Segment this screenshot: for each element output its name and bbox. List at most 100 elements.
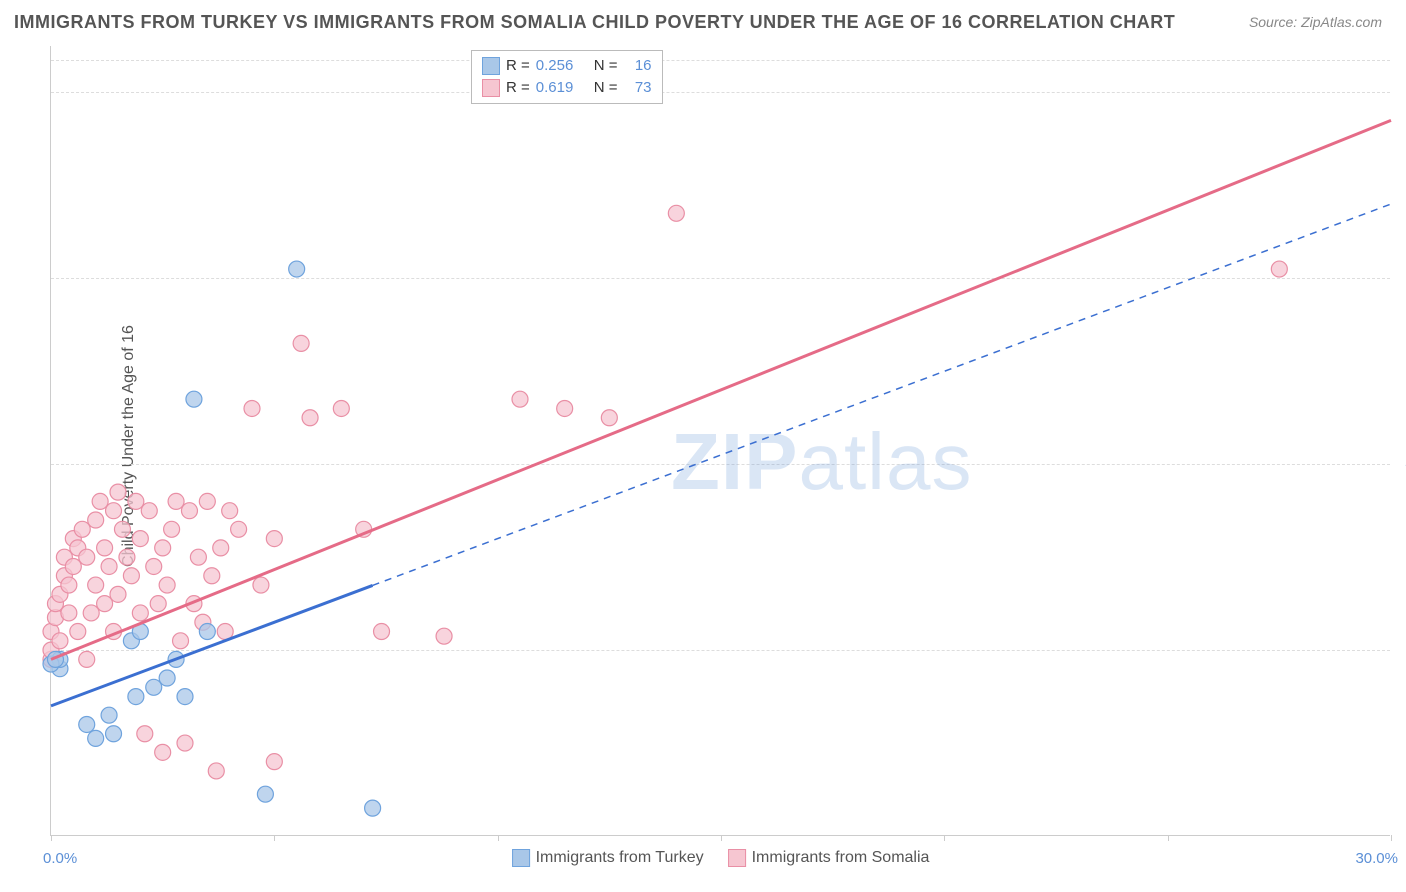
scatter-point (83, 605, 99, 621)
scatter-point (159, 670, 175, 686)
scatter-point (208, 763, 224, 779)
r-label: R = (506, 77, 530, 99)
scatter-point (79, 716, 95, 732)
scatter-point (177, 735, 193, 751)
r-label: R = (506, 55, 530, 77)
scatter-point (199, 493, 215, 509)
scatter-point (159, 577, 175, 593)
scatter-point (97, 596, 113, 612)
scatter-point (204, 568, 220, 584)
scatter-point (186, 391, 202, 407)
scatter-svg (51, 46, 1390, 835)
plot-area: 20.0%40.0%60.0%80.0% ZIPatlas R = 0.256 … (50, 46, 1390, 836)
regression-line (51, 120, 1391, 659)
scatter-point (106, 503, 122, 519)
scatter-point (190, 549, 206, 565)
scatter-point (244, 400, 260, 416)
scatter-point (168, 493, 184, 509)
stats-legend-row-somalia: R = 0.619 N = 73 (482, 77, 652, 99)
scatter-point (150, 596, 166, 612)
scatter-point (61, 605, 77, 621)
scatter-point (213, 540, 229, 556)
scatter-point (101, 707, 117, 723)
scatter-point (374, 624, 390, 640)
scatter-point (668, 205, 684, 221)
swatch-turkey-icon (482, 57, 500, 75)
scatter-point (70, 624, 86, 640)
chart-title: IMMIGRANTS FROM TURKEY VS IMMIGRANTS FRO… (14, 12, 1175, 33)
x-tick (498, 835, 499, 841)
scatter-point (155, 540, 171, 556)
x-tick (944, 835, 945, 841)
swatch-somalia-icon (728, 849, 746, 867)
scatter-point (88, 730, 104, 746)
scatter-point (110, 484, 126, 500)
scatter-point (141, 503, 157, 519)
legend-label-somalia: Immigrants from Somalia (752, 849, 930, 867)
scatter-point (155, 744, 171, 760)
scatter-point (88, 577, 104, 593)
scatter-point (512, 391, 528, 407)
x-tick (274, 835, 275, 841)
scatter-point (199, 624, 215, 640)
legend-label-turkey: Immigrants from Turkey (536, 849, 704, 867)
scatter-point (119, 549, 135, 565)
bottom-legend: Immigrants from Turkey Immigrants from S… (512, 849, 930, 867)
scatter-point (289, 261, 305, 277)
n-value-somalia: 73 (624, 77, 652, 99)
scatter-point (88, 512, 104, 528)
scatter-point (181, 503, 197, 519)
swatch-somalia-icon (482, 79, 500, 97)
scatter-point (123, 568, 139, 584)
scatter-point (173, 633, 189, 649)
x-tick (1168, 835, 1169, 841)
scatter-point (253, 577, 269, 593)
x-tick (721, 835, 722, 841)
scatter-point (293, 335, 309, 351)
scatter-point (333, 400, 349, 416)
scatter-point (74, 521, 90, 537)
scatter-point (146, 558, 162, 574)
scatter-point (106, 726, 122, 742)
scatter-point (97, 540, 113, 556)
scatter-point (114, 521, 130, 537)
scatter-point (601, 410, 617, 426)
scatter-point (61, 577, 77, 593)
scatter-point (110, 586, 126, 602)
n-label: N = (594, 77, 618, 99)
scatter-point (257, 786, 273, 802)
r-value-somalia: 0.619 (536, 77, 588, 99)
scatter-point (436, 628, 452, 644)
stats-legend-row-turkey: R = 0.256 N = 16 (482, 55, 652, 77)
scatter-point (92, 493, 108, 509)
scatter-point (266, 754, 282, 770)
scatter-point (146, 679, 162, 695)
scatter-point (266, 531, 282, 547)
scatter-point (222, 503, 238, 519)
x-tick (51, 835, 52, 841)
scatter-point (132, 605, 148, 621)
scatter-point (302, 410, 318, 426)
x-tick-label-max: 30.0% (1355, 850, 1398, 867)
r-value-turkey: 0.256 (536, 55, 588, 77)
stats-legend: R = 0.256 N = 16 R = 0.619 N = 73 (471, 50, 663, 104)
scatter-point (177, 689, 193, 705)
scatter-point (231, 521, 247, 537)
scatter-point (164, 521, 180, 537)
n-label: N = (594, 55, 618, 77)
scatter-point (52, 633, 68, 649)
scatter-point (65, 558, 81, 574)
x-tick-label-min: 0.0% (43, 850, 77, 867)
scatter-point (365, 800, 381, 816)
legend-item-turkey: Immigrants from Turkey (512, 849, 704, 867)
scatter-point (79, 651, 95, 667)
legend-item-somalia: Immigrants from Somalia (728, 849, 930, 867)
scatter-point (128, 689, 144, 705)
n-value-turkey: 16 (624, 55, 652, 77)
scatter-point (128, 493, 144, 509)
scatter-point (101, 558, 117, 574)
scatter-point (1271, 261, 1287, 277)
scatter-point (79, 549, 95, 565)
source-attribution: Source: ZipAtlas.com (1249, 14, 1382, 30)
scatter-point (137, 726, 153, 742)
